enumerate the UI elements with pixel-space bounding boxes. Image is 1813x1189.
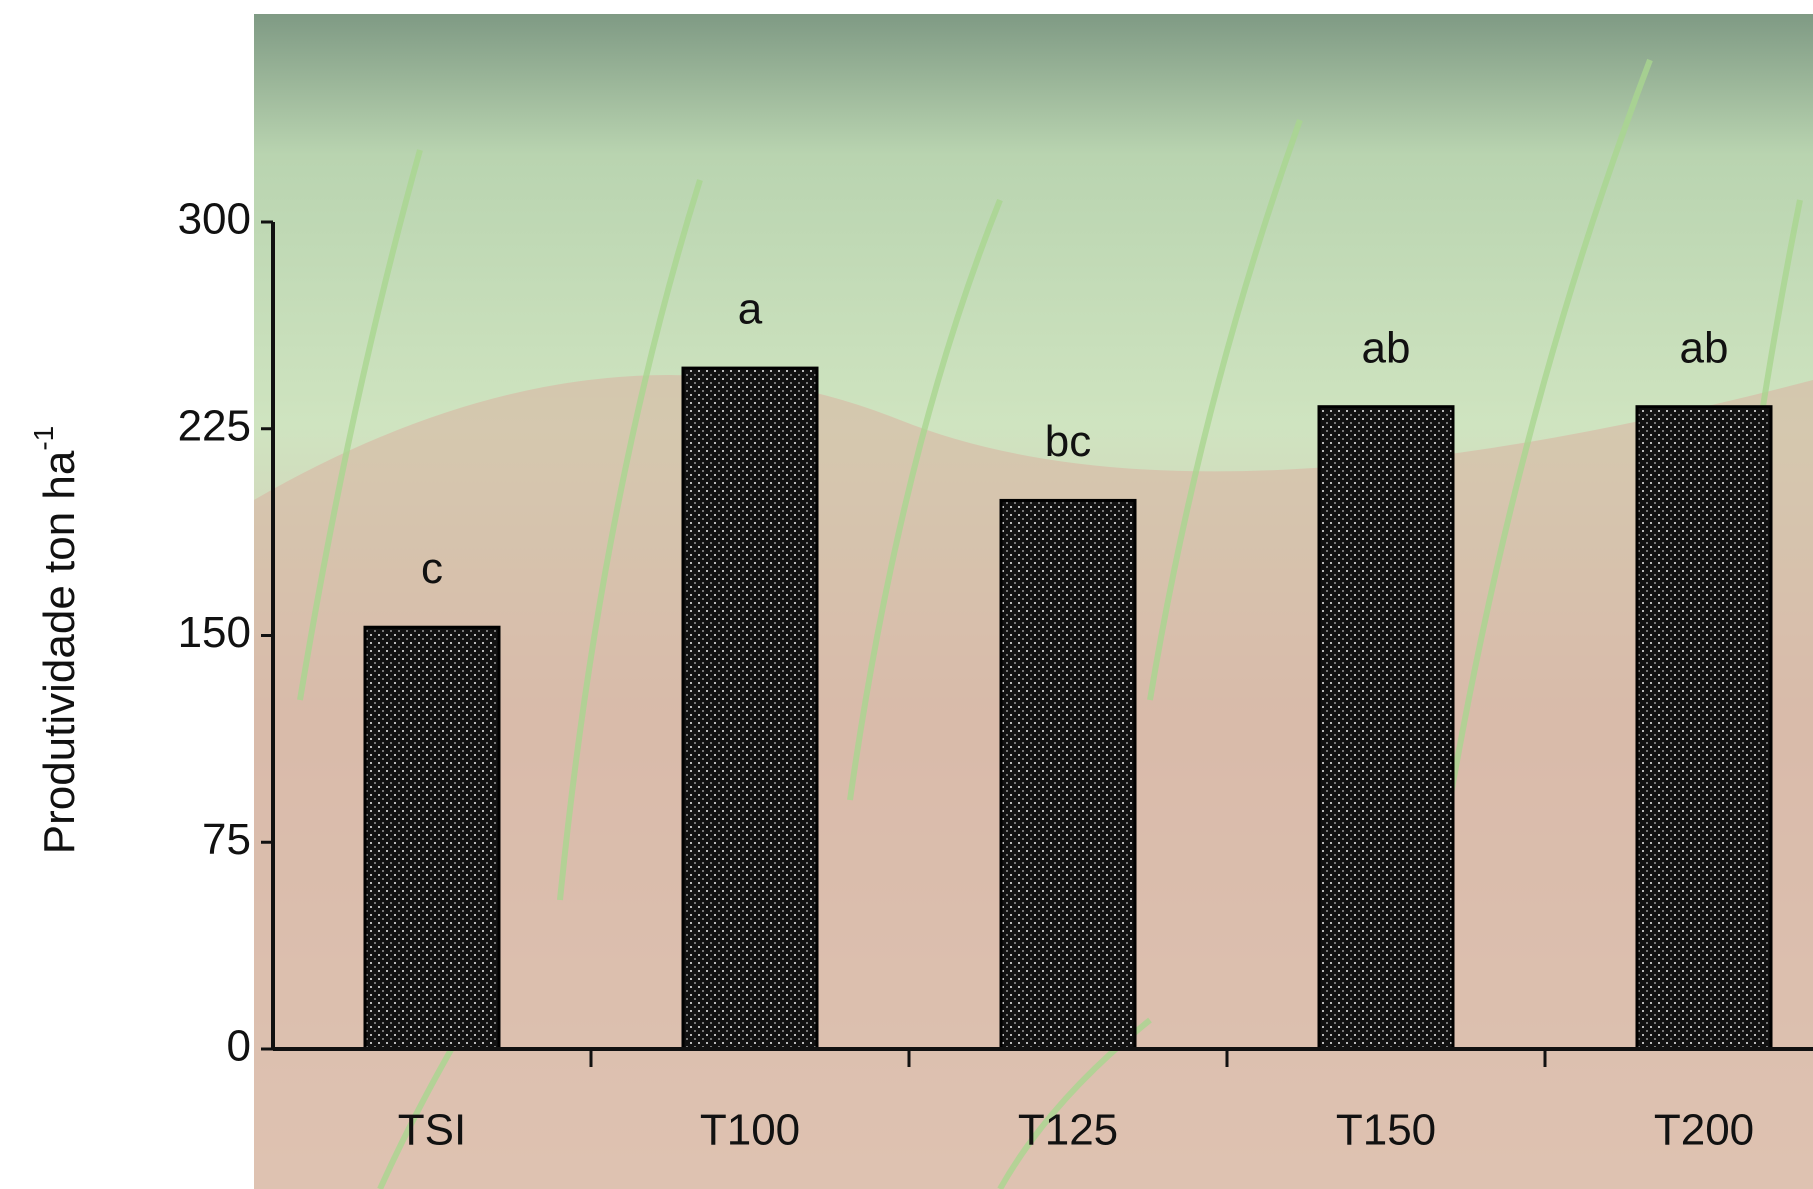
significance-letter: a (738, 285, 763, 334)
x-tick-label: T125 (1018, 1106, 1118, 1155)
significance-letter: c (421, 544, 443, 593)
y-axis-label-superscript: -1 (28, 426, 59, 451)
x-tick-label: T150 (1336, 1106, 1436, 1155)
bar (683, 368, 817, 1049)
y-tick-label: 150 (178, 608, 251, 657)
significance-letter: bc (1045, 417, 1091, 466)
x-tick-label: TSI (398, 1106, 466, 1155)
y-tick-label: 0 (227, 1022, 251, 1071)
chart: 075150225300TSIcT100aT125bcT150abT200ab … (0, 0, 1813, 1189)
significance-letter: ab (1362, 323, 1411, 372)
y-tick-label: 225 (178, 401, 251, 450)
y-axis-label: Produtividade ton ha-1 (28, 426, 83, 855)
bar (1001, 500, 1135, 1049)
x-tick-label: T100 (700, 1106, 800, 1155)
bar (365, 627, 499, 1049)
significance-letter: ab (1680, 323, 1729, 372)
bar (1637, 407, 1771, 1049)
y-tick-label: 75 (202, 815, 251, 864)
x-tick-label: T200 (1654, 1106, 1754, 1155)
y-axis-label-text: Produtividade ton ha (35, 450, 84, 854)
bar (1319, 407, 1453, 1049)
y-tick-label: 300 (178, 195, 251, 244)
